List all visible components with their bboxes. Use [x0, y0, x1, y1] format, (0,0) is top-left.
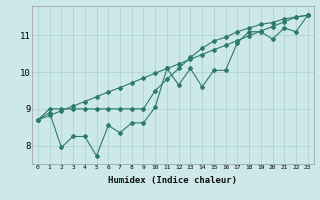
- X-axis label: Humidex (Indice chaleur): Humidex (Indice chaleur): [108, 176, 237, 185]
